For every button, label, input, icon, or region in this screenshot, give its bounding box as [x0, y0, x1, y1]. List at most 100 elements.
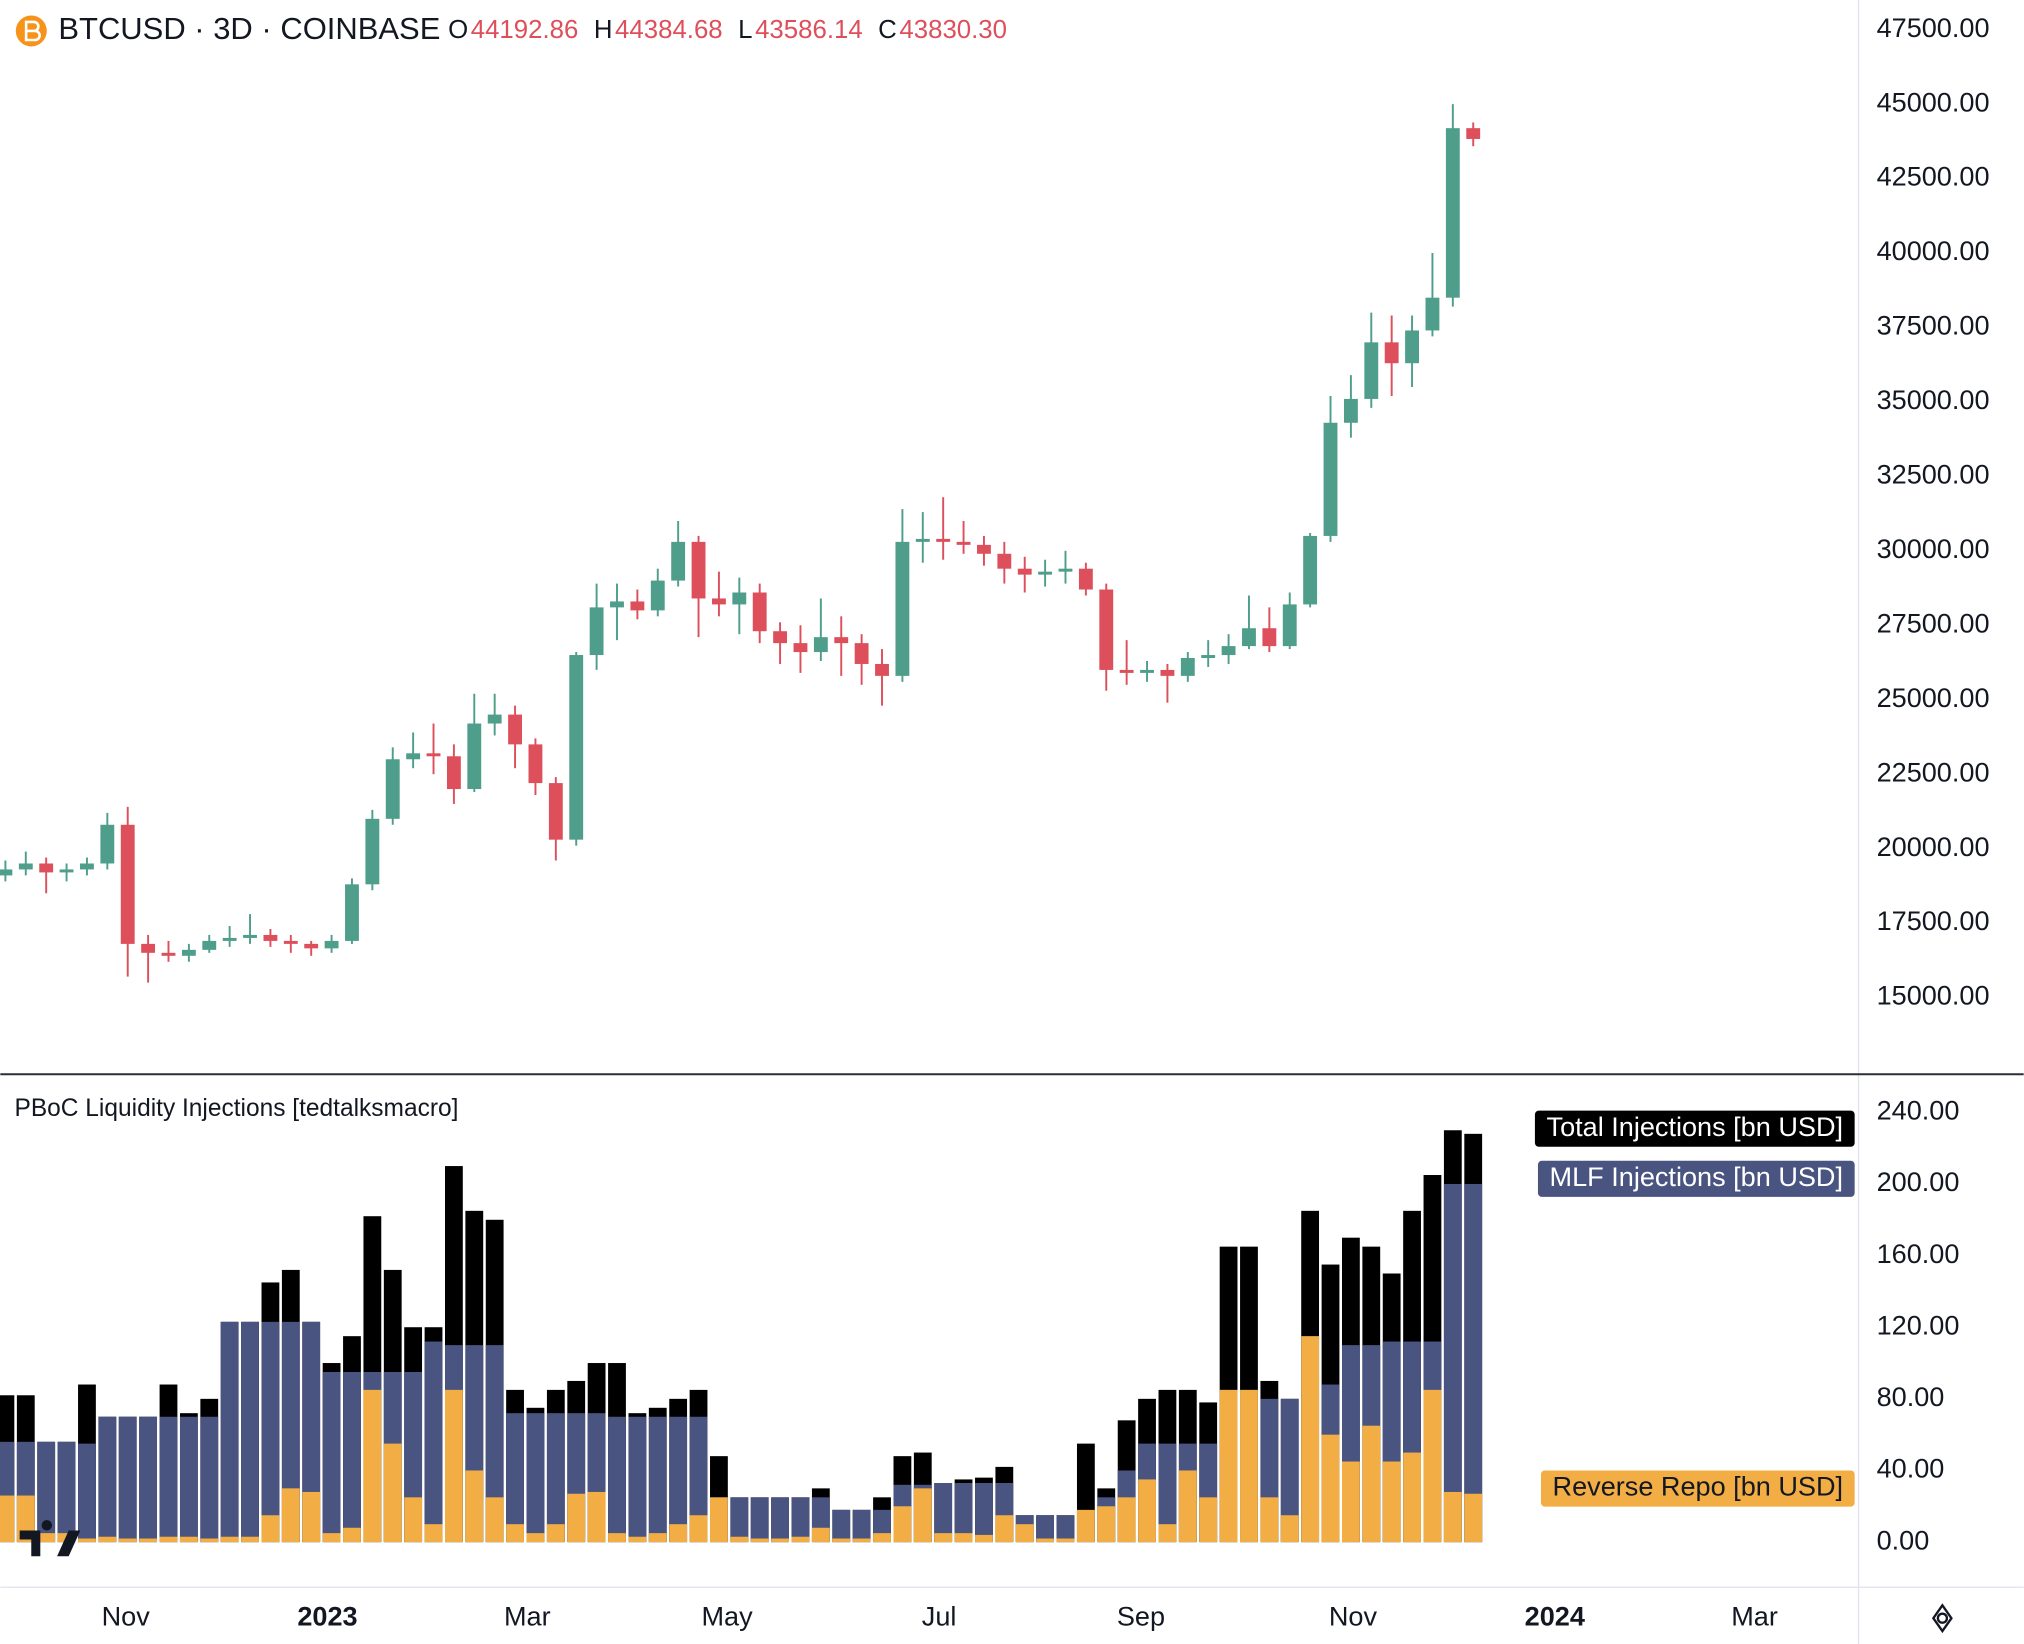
x-tick-label: Nov [102, 1600, 151, 1631]
bar [832, 1538, 851, 1543]
candle-body [39, 863, 54, 873]
y-tick-label: 40000.00 [1877, 235, 1990, 266]
bar [159, 1536, 178, 1543]
bar [261, 1515, 280, 1543]
candle-body [1323, 422, 1338, 536]
bar [1260, 1497, 1279, 1543]
bar [118, 1538, 137, 1543]
bar [220, 1321, 239, 1543]
bar [893, 1506, 912, 1543]
bar [730, 1536, 749, 1543]
bar [444, 1389, 463, 1543]
y-tick-label: 47500.00 [1877, 12, 1990, 43]
bar [730, 1497, 749, 1543]
y-tick-label: 0.00 [1877, 1524, 1930, 1555]
bar [1301, 1336, 1320, 1543]
candle-body [977, 544, 991, 554]
candle-body [446, 756, 461, 790]
bar [179, 1416, 198, 1543]
bar [1240, 1389, 1258, 1543]
legend-label: Total Injections [bn USD] [1547, 1111, 1843, 1142]
bar [710, 1497, 728, 1543]
bar [934, 1483, 953, 1543]
candle-body [895, 541, 910, 676]
bar [648, 1533, 667, 1543]
candle-body [1038, 571, 1053, 575]
bar [689, 1515, 708, 1543]
x-tick-label: 2023 [297, 1600, 357, 1631]
bar [526, 1413, 545, 1543]
candle-body [1282, 604, 1297, 647]
candle-body [1466, 128, 1481, 139]
bar [281, 1488, 300, 1543]
candle-body [243, 934, 257, 938]
candle-body [1140, 669, 1154, 673]
bar [241, 1321, 259, 1543]
ohlc-label: O [448, 16, 468, 44]
candle-body [1343, 398, 1358, 423]
candle-body [711, 598, 726, 605]
ohlc-value: 44384.68 [615, 16, 723, 44]
bar [78, 1538, 96, 1543]
bar [526, 1533, 545, 1543]
candle-body [630, 601, 645, 611]
bar [954, 1483, 973, 1543]
bar [975, 1483, 993, 1543]
candle-body [283, 940, 298, 944]
settings-icon[interactable] [1931, 1603, 1953, 1634]
y-tick-label: 240.00 [1877, 1095, 1960, 1126]
bar [852, 1509, 871, 1543]
bar [363, 1389, 382, 1543]
candle-body [120, 824, 135, 944]
y-tick-label: 42500.00 [1877, 161, 1990, 192]
bar [1117, 1497, 1136, 1543]
y-tick-label: 22500.00 [1877, 756, 1990, 787]
bar [118, 1416, 137, 1543]
bar [1158, 1443, 1177, 1543]
y-tick-label: 200.00 [1877, 1166, 1960, 1197]
bar [1036, 1538, 1055, 1543]
candle-body [1425, 297, 1440, 331]
candle-body [1201, 655, 1216, 659]
bar [424, 1524, 443, 1543]
bar [1178, 1470, 1197, 1543]
bar [873, 1533, 891, 1543]
ohlc-value: 44192.86 [471, 16, 579, 44]
ohlc-value: 43830.30 [899, 16, 1007, 44]
bar [975, 1534, 993, 1543]
bar [1443, 1183, 1462, 1543]
candle-body [304, 943, 319, 949]
y-tick-label: 20000.00 [1877, 831, 1990, 862]
bar [791, 1497, 810, 1543]
candle-body [1099, 589, 1114, 670]
bar [1423, 1389, 1442, 1543]
candle-body [752, 592, 767, 632]
candle-body [773, 631, 788, 644]
bar [1362, 1425, 1381, 1543]
candle-body [365, 818, 380, 885]
candle-body [406, 753, 421, 760]
candle-body [1303, 535, 1318, 605]
settings-icon-center[interactable] [1936, 1612, 1949, 1624]
bar [669, 1524, 688, 1543]
candle-body [548, 783, 563, 840]
candle-body [1058, 568, 1073, 572]
bar [750, 1497, 769, 1543]
candle-body [732, 592, 747, 605]
bar [567, 1493, 586, 1543]
candle-body [813, 637, 828, 653]
candle-body [0, 869, 13, 876]
legend-label: Reverse Repo [bn USD] [1553, 1471, 1843, 1502]
bar [832, 1509, 851, 1543]
bar [1464, 1493, 1483, 1543]
candle-body [1242, 628, 1256, 647]
candle-body [936, 538, 951, 542]
candle-body [956, 541, 971, 545]
bar [852, 1538, 871, 1543]
candle-body [1078, 568, 1093, 590]
symbol-title: BTCUSD · 3D · COINBASE [58, 11, 440, 46]
bar [1199, 1497, 1218, 1543]
candle-body [528, 744, 543, 784]
candle-body [1017, 568, 1032, 575]
bar [485, 1497, 504, 1543]
